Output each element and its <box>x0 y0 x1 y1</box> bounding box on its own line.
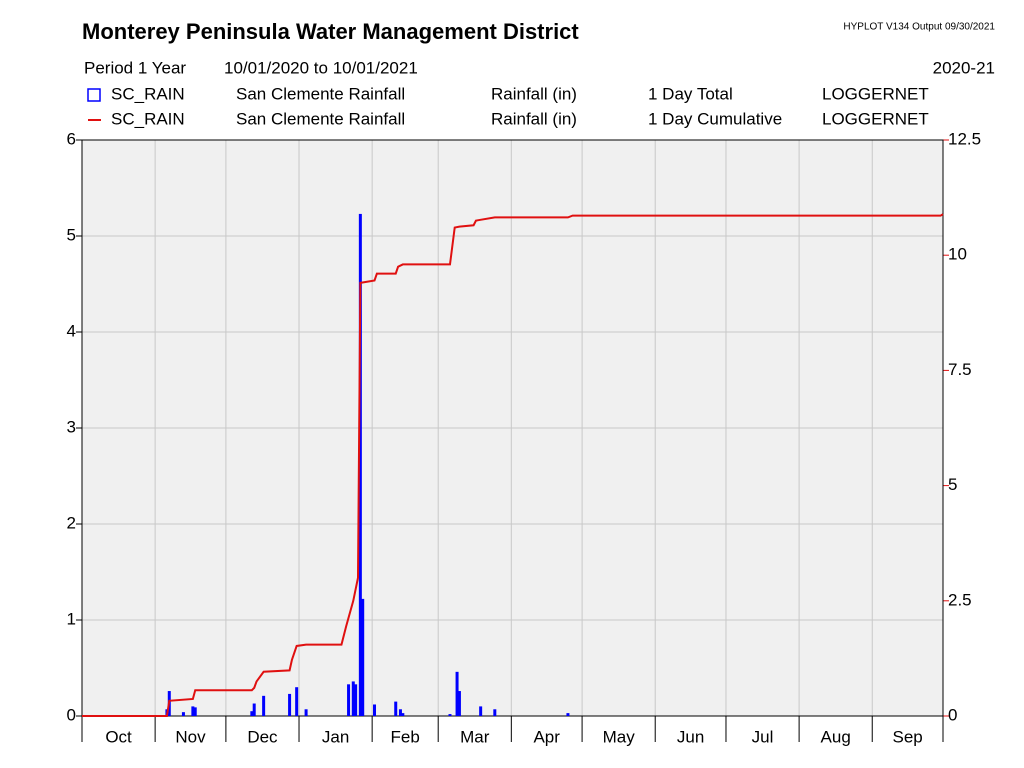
x-tick-label: Jan <box>322 727 349 746</box>
bar <box>354 684 358 716</box>
legend-units: Rainfall (in) <box>491 109 577 128</box>
plot-frame <box>81 139 944 717</box>
x-tick-label: Sep <box>892 727 922 746</box>
bar <box>250 711 254 716</box>
bar <box>401 713 405 716</box>
x-tick-label: Feb <box>391 727 420 746</box>
bar <box>347 684 351 716</box>
bar <box>457 691 461 716</box>
bar <box>493 709 497 716</box>
y2-tick-label: 12.5 <box>948 129 981 148</box>
legend-source: LOGGERNET <box>822 84 929 103</box>
bar <box>448 714 452 716</box>
program-info: HYPLOT V134 Output 09/30/2021 <box>843 22 995 33</box>
y2-tick-label: 2.5 <box>948 590 972 609</box>
bar <box>398 709 402 716</box>
legend-label: San Clemente Rainfall <box>236 84 405 103</box>
x-tick-label: Oct <box>105 727 132 746</box>
y2-tick-label: 10 <box>948 245 967 264</box>
x-tick-label: Apr <box>533 727 560 746</box>
legend-name: SC_RAIN <box>111 84 185 103</box>
water-year: 2020-21 <box>933 58 995 77</box>
period: Period 1 Year <box>84 58 186 77</box>
x-tick-label: Jun <box>677 727 704 746</box>
bar <box>361 598 365 716</box>
bar <box>181 712 185 716</box>
y-tick-label: 5 <box>67 225 76 244</box>
bar <box>252 703 256 716</box>
bar <box>394 701 398 716</box>
legend-units: Rainfall (in) <box>491 84 577 103</box>
bar <box>191 706 195 716</box>
bar <box>288 693 292 716</box>
chart-title: Monterey Peninsula Water Management Dist… <box>82 19 579 44</box>
y-tick-label: 3 <box>67 417 76 436</box>
bar <box>262 695 266 716</box>
line <box>82 213 944 717</box>
legend-source: LOGGERNET <box>822 109 929 128</box>
legend-label: San Clemente Rainfall <box>236 109 405 128</box>
x-tick-label: Aug <box>821 727 851 746</box>
x-tick-label: May <box>603 727 636 746</box>
bar <box>566 713 570 716</box>
y-tick-label: 1 <box>67 609 76 628</box>
bar <box>304 709 308 716</box>
x-tick-label: Mar <box>460 727 490 746</box>
bar <box>358 213 362 717</box>
bar <box>295 687 299 716</box>
legend-interval: 1 Day Cumulative <box>648 109 782 128</box>
y2-tick-label: 0 <box>948 705 957 724</box>
bar <box>455 671 459 716</box>
x-tick-label: Jul <box>752 727 774 746</box>
x-tick-label: Dec <box>247 727 278 746</box>
legend-name: SC_RAIN <box>111 109 185 128</box>
y2-tick-label: 5 <box>948 475 957 494</box>
y-tick-label: 6 <box>67 129 76 148</box>
bar <box>351 681 355 716</box>
bar <box>193 707 197 716</box>
legend-interval: 1 Day Total <box>648 84 733 103</box>
date-range: 10/01/2020 to 10/01/2021 <box>224 58 418 77</box>
x-tick-label: Nov <box>175 727 206 746</box>
legend-marker <box>87 88 101 102</box>
y-tick-label: 4 <box>67 321 76 340</box>
y-tick-label: 2 <box>67 513 76 532</box>
y-tick-label: 0 <box>67 705 76 724</box>
y2-tick-label: 7.5 <box>948 360 972 379</box>
bar <box>373 704 377 716</box>
bar <box>479 706 483 716</box>
